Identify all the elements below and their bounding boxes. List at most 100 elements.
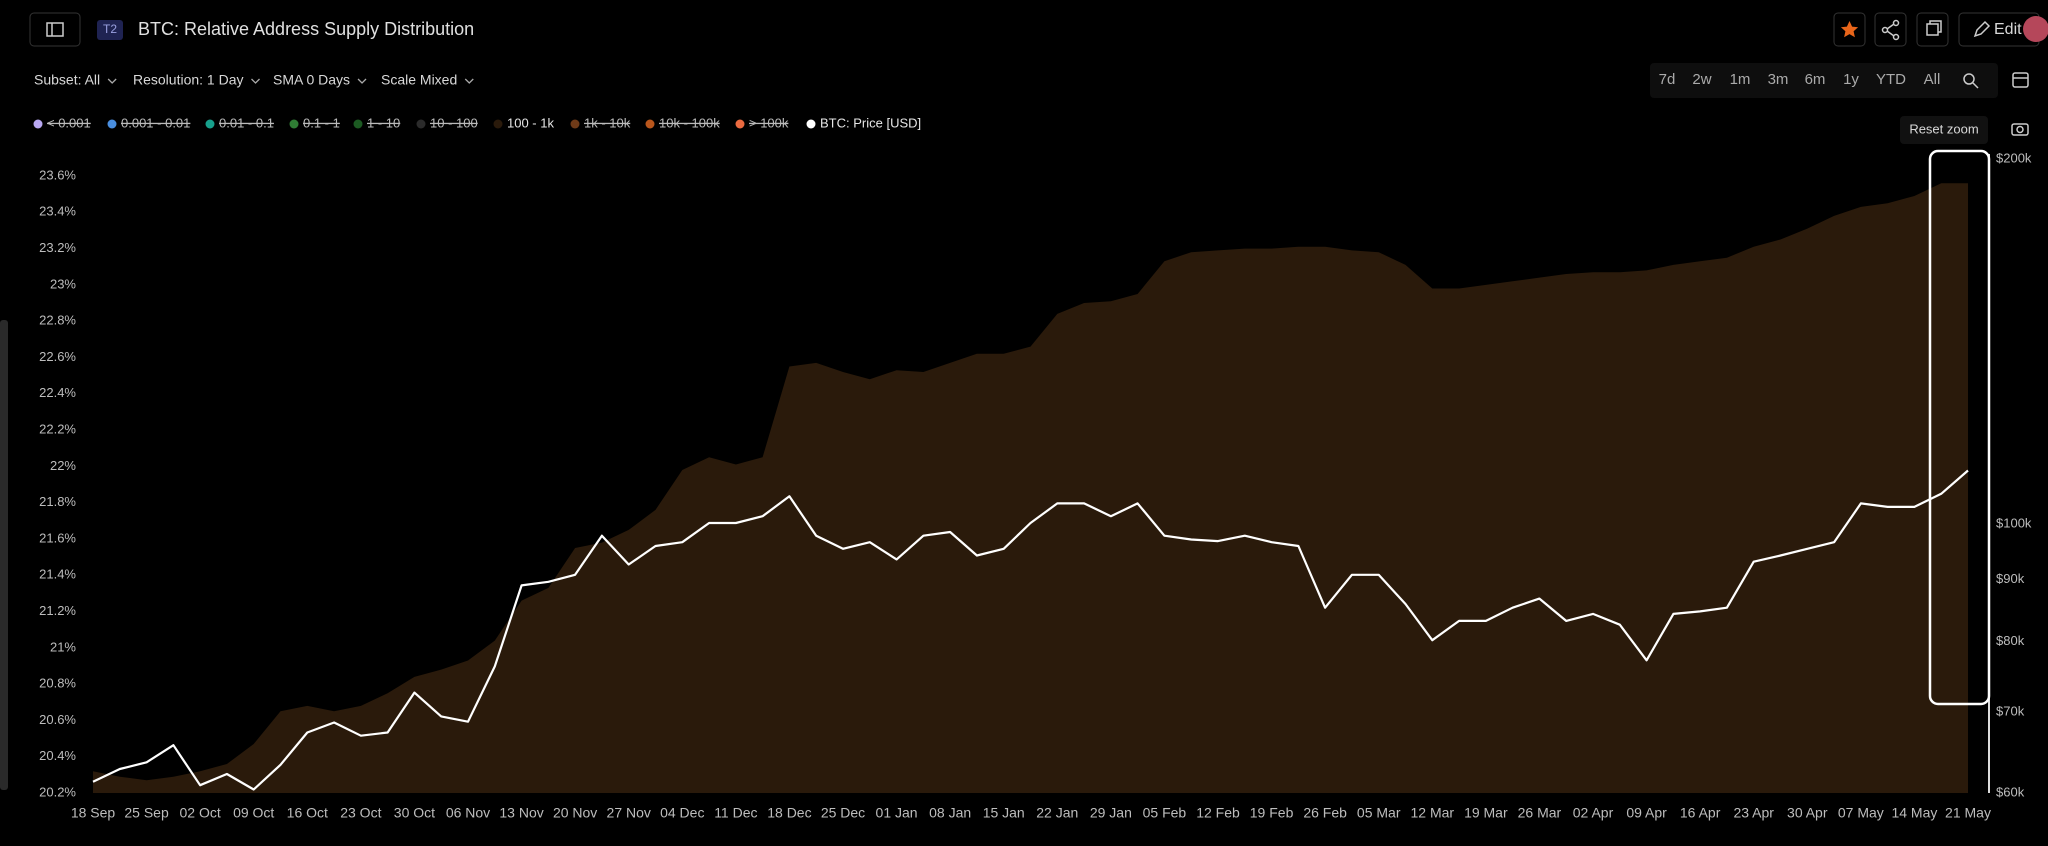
x-tick-label: 15 Jan [983, 805, 1025, 821]
y-tick-label: 23% [50, 276, 76, 291]
x-tick-label: 04 Dec [660, 805, 704, 821]
legend-label[interactable]: < 0.001 [47, 115, 91, 130]
y-tick-label: 23.4% [39, 204, 76, 219]
x-tick-label: 07 May [1838, 805, 1884, 821]
legend-label[interactable]: BTC: Price [USD] [820, 115, 921, 130]
calendar-icon[interactable] [2012, 72, 2029, 88]
x-tick-label: 21 May [1945, 805, 1991, 821]
line [92, 469, 1969, 791]
x-tick-label: 27 Nov [607, 805, 651, 821]
legend-label[interactable]: 10k - 100k [659, 115, 720, 130]
range-button[interactable]: 3m [1768, 71, 1789, 88]
favorite-button[interactable] [1833, 12, 1866, 47]
x-tick-label: 26 Feb [1303, 805, 1347, 821]
share-icon [1881, 19, 1900, 41]
y-tick-label: 21.4% [39, 567, 76, 582]
reset-zoom-button[interactable] [1900, 116, 1988, 144]
x-tick-label: 16 Apr [1680, 805, 1721, 821]
share-button[interactable] [1874, 12, 1907, 47]
x-tick-label: 14 May [1891, 805, 1937, 821]
x-tick-label: 16 Oct [287, 805, 328, 821]
legend-label[interactable]: 100 - 1k [507, 115, 554, 130]
edit-label: Edit [1994, 21, 2022, 38]
y2-tick-label: $60k [1996, 784, 2025, 799]
y-tick-label: 20.6% [39, 712, 76, 727]
y-tick-label: 21% [50, 639, 76, 654]
legend-label[interactable]: 1 - 10 [367, 115, 400, 130]
y-tick-label: 20.4% [39, 748, 76, 763]
y-tick-label: 23.6% [39, 167, 76, 182]
y-tick-label: 22.8% [39, 313, 76, 328]
x-tick-label: 13 Nov [499, 805, 543, 821]
dropdown-chevron [251, 78, 260, 84]
legend-marker[interactable] [645, 119, 655, 129]
star-icon [1840, 21, 1859, 38]
y-tick-label: 21.8% [39, 494, 76, 509]
camera-icon[interactable] [2011, 123, 2029, 136]
range-button[interactable]: All [1924, 71, 1941, 88]
legend-label[interactable]: > 100k [749, 115, 789, 130]
legend-marker[interactable] [205, 119, 215, 129]
filter-dropdown[interactable]: Scale Mixed [381, 72, 457, 88]
filter-dropdown[interactable]: Resolution: 1 Day [133, 72, 244, 88]
legend-label[interactable]: 1k - 10k [584, 115, 631, 130]
legend-marker[interactable] [806, 119, 816, 129]
range-button[interactable]: YTD [1876, 71, 1906, 88]
x-tick-label: 05 Feb [1143, 805, 1187, 821]
y-tick-label: 22.4% [39, 385, 76, 400]
x-tick-label: 22 Jan [1036, 805, 1078, 821]
reset-zoom-label: Reset zoom [1909, 121, 1978, 136]
copy-icon [1926, 20, 1942, 36]
x-tick-label: 12 Feb [1196, 805, 1240, 821]
x-tick-label: 05 Mar [1357, 805, 1401, 821]
highlight-box [1928, 149, 1991, 706]
x-tick-label: 08 Jan [929, 805, 971, 821]
scrollbar[interactable] [0, 320, 8, 790]
dropdown-chevron [107, 78, 117, 84]
range-button[interactable]: 1m [1730, 71, 1751, 88]
x-tick-label: 20 Nov [553, 805, 597, 821]
filter-dropdown[interactable]: SMA 0 Days [273, 72, 350, 88]
badge: T2 [103, 22, 117, 36]
x-tick-label: 26 Mar [1518, 805, 1562, 821]
x-tick-label: 02 Apr [1573, 805, 1614, 821]
avatar[interactable] [2023, 16, 2048, 42]
legend-marker[interactable] [107, 119, 117, 129]
dropdown-chevron [464, 78, 474, 84]
range-button[interactable]: 2w [1692, 71, 1711, 88]
range-group [1650, 63, 1998, 98]
y2-tick-label: $100k [1996, 515, 2032, 530]
legend-marker[interactable] [735, 119, 745, 129]
x-tick-label: 12 Mar [1410, 805, 1454, 821]
range-button[interactable]: 1y [1843, 71, 1859, 88]
x-tick-label: 25 Dec [821, 805, 865, 821]
filter-dropdown[interactable]: Subset: All [34, 72, 100, 88]
legend-marker[interactable] [33, 119, 43, 129]
y-tick-label: 21.6% [39, 530, 76, 545]
x-tick-label: 30 Oct [394, 805, 435, 821]
legend-label[interactable]: 0.001 - 0.01 [121, 115, 190, 130]
y-tick-label: 20.2% [39, 784, 76, 799]
legend-marker[interactable] [570, 119, 580, 129]
legend-label[interactable]: 10 - 100 [430, 115, 478, 130]
legend-marker[interactable] [353, 119, 363, 129]
zoom-icon[interactable] [1963, 73, 1979, 89]
area [93, 183, 1968, 794]
y2-tick-label: $90k [1996, 571, 2025, 586]
legend-marker[interactable] [289, 119, 299, 129]
sidebar-toggle[interactable] [29, 12, 81, 47]
x-tick-label: 25 Sep [124, 805, 169, 821]
legend-label[interactable]: 0.01 - 0.1 [219, 115, 274, 130]
x-tick-label: 02 Oct [180, 805, 221, 821]
copy-button[interactable] [1916, 12, 1949, 47]
y-tick-label: 22.6% [39, 349, 76, 364]
edit-icon [1973, 20, 1991, 38]
range-button[interactable]: 6m [1805, 71, 1826, 88]
x-tick-label: 01 Jan [876, 805, 918, 821]
legend-marker[interactable] [416, 119, 426, 129]
range-button[interactable]: 7d [1659, 71, 1676, 88]
legend-label[interactable]: 0.1 - 1 [303, 115, 340, 130]
legend-marker[interactable] [493, 119, 503, 129]
